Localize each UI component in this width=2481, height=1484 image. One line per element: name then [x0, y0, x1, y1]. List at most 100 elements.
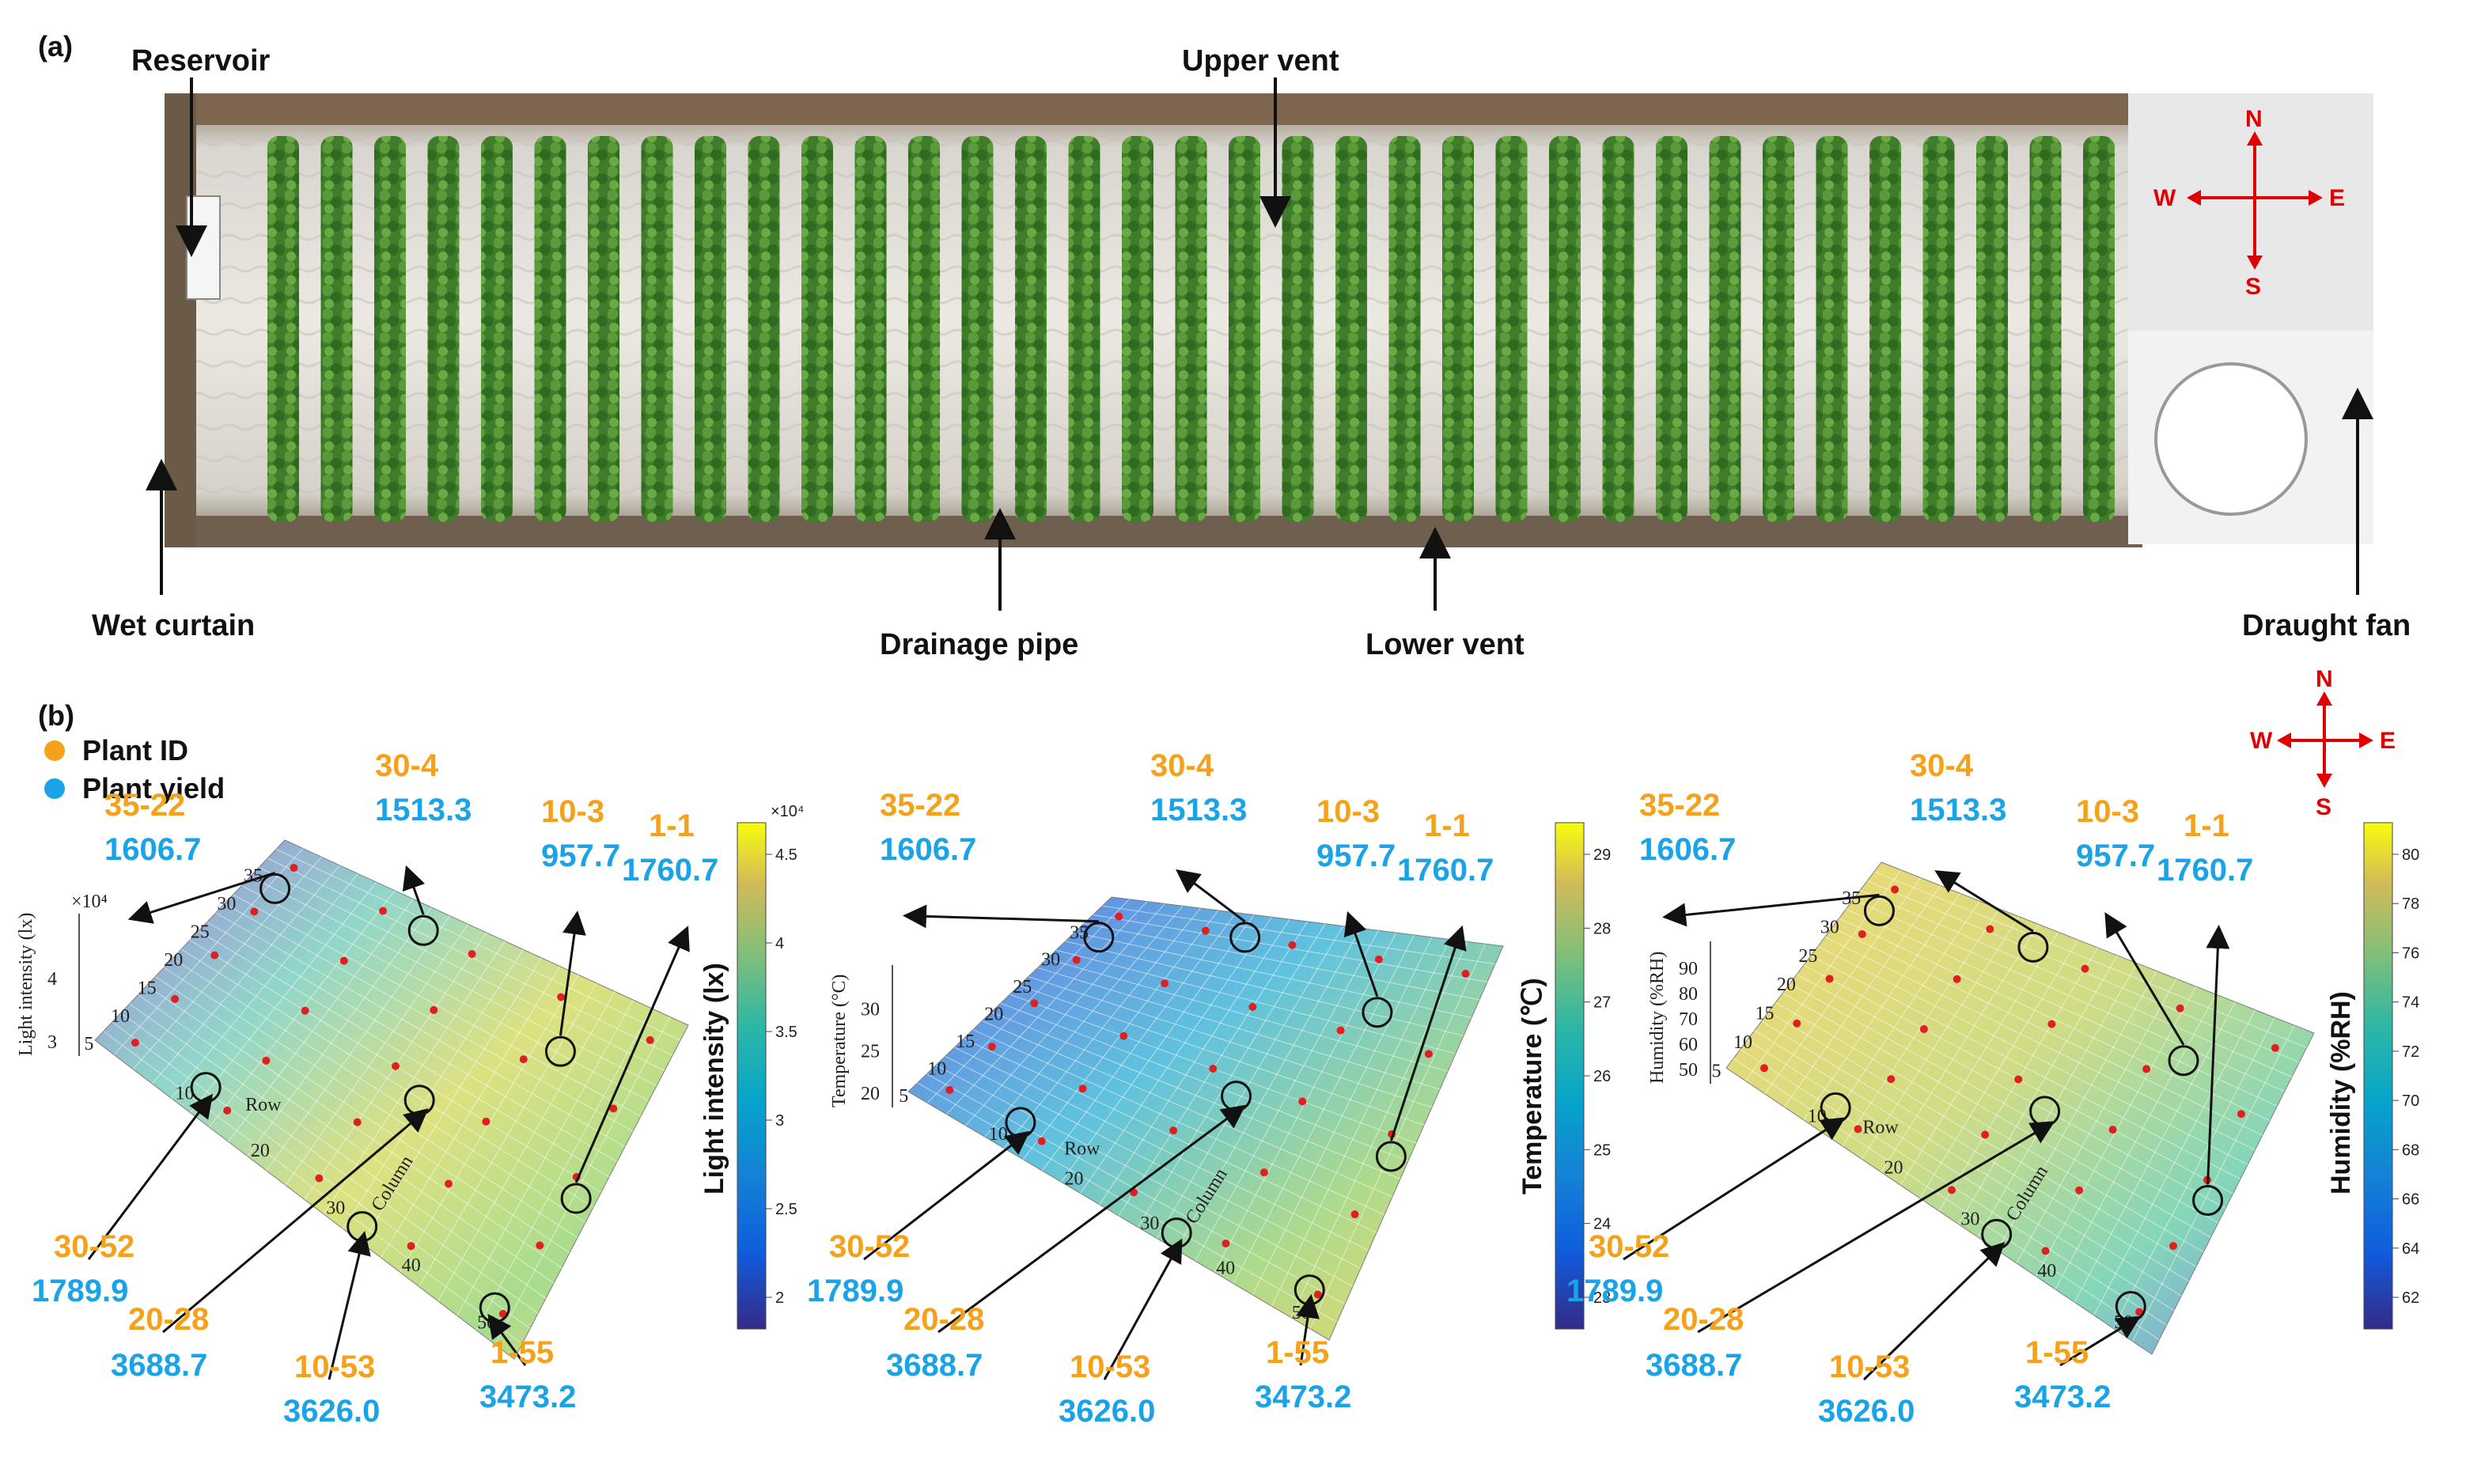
- sample-point: [2142, 1065, 2151, 1073]
- row-tick: 10: [1733, 1032, 1752, 1053]
- plant-highlight-circle: [407, 914, 439, 946]
- row-tick: 20: [984, 1005, 1003, 1025]
- plant-yield-label: 3473.2: [479, 1380, 577, 1414]
- plant-highlight-circle: [1362, 997, 1393, 1028]
- plant-yield-label: 1513.3: [1910, 793, 2007, 827]
- mesh-line: [1768, 1011, 2197, 1267]
- plant-callout-arrow: [937, 1104, 1246, 1334]
- row-tick: 30: [1820, 917, 1839, 937]
- sample-point: [392, 1062, 400, 1070]
- mesh-line: [1309, 943, 1486, 1329]
- sample-point: [536, 1241, 544, 1250]
- sample-point: [2237, 1110, 2245, 1119]
- surface-plot-2: 35302520151051020304050RowColumn202530Te…: [829, 822, 1611, 1380]
- colorbar-tick: 62: [2402, 1289, 2419, 1307]
- column-tick: 30: [1140, 1213, 1159, 1234]
- plant-yield-label: 3688.7: [1646, 1348, 1743, 1383]
- colorbar-exponent: ×10⁴: [771, 803, 805, 820]
- plant-highlight-circle: [560, 1183, 592, 1214]
- row-tick: 30: [1041, 950, 1060, 971]
- sample-point: [2169, 1242, 2178, 1251]
- mesh-line: [155, 976, 570, 1254]
- colorbar-tick: 26: [1593, 1068, 1611, 1085]
- row-tick: 5: [899, 1086, 908, 1107]
- plant-callout-arrow: [1662, 893, 1880, 927]
- sample-point: [1825, 975, 1834, 983]
- upper-vent-label: Upper vent: [1182, 44, 1339, 78]
- sample-point: [1201, 926, 1210, 935]
- colorbar-tick: 29: [1593, 846, 1611, 864]
- z-tick: 3: [47, 1032, 57, 1053]
- colorbar-tick: 2.5: [775, 1201, 797, 1218]
- plant-yield-label: 1760.7: [1397, 853, 1494, 888]
- sample-point: [2047, 1020, 2056, 1028]
- plant-row: [1015, 136, 1047, 522]
- plant-row: [374, 136, 406, 522]
- plant-highlight-circle: [2192, 1184, 2224, 1216]
- plant-highlight-circle: [2017, 931, 2049, 963]
- plant-yield-label: 1606.7: [1639, 832, 1737, 867]
- sample-point: [482, 1117, 491, 1126]
- sample-point: [1037, 1137, 1046, 1145]
- mesh-line: [1789, 983, 2219, 1224]
- mesh-line: [1137, 923, 1326, 1228]
- row-tick: 15: [1755, 1004, 1774, 1024]
- plant-yield-label: 957.7: [541, 839, 621, 873]
- plant-row: [267, 136, 299, 522]
- column-tick: 40: [2037, 1261, 2056, 1281]
- mesh-line: [146, 985, 562, 1269]
- z-tick: 25: [861, 1042, 880, 1062]
- plant-row: [534, 136, 566, 522]
- sample-point: [468, 950, 476, 958]
- column-tick: 40: [1216, 1259, 1235, 1279]
- column-tick: 20: [251, 1141, 270, 1161]
- mesh-line: [380, 966, 561, 1259]
- mesh-line: [991, 1011, 1401, 1179]
- sample-point: [1760, 1064, 1769, 1073]
- colorbar-title: Light intensity (lx): [699, 963, 729, 1194]
- legend-plant-id-text: Plant ID: [82, 734, 189, 767]
- plant-highlight-circle: [1083, 922, 1115, 953]
- plant-callout-arrow: [1389, 925, 1467, 1141]
- compass-b-e: E: [2380, 728, 2396, 754]
- plant-id-label: 30-52: [1589, 1229, 1670, 1264]
- mesh-line: [1958, 955, 2118, 1225]
- plant-yield-label: 1606.7: [880, 832, 977, 867]
- plant-row: [1335, 136, 1367, 522]
- colorbar-tick: 74: [2402, 994, 2419, 1012]
- plant-id-label: 10-3: [1316, 794, 1381, 829]
- plant-row: [1709, 136, 1741, 522]
- plant-row: [1229, 136, 1260, 522]
- compass-b: N S W E: [2250, 666, 2396, 820]
- colorbar: [2363, 822, 2393, 1330]
- sample-point: [339, 956, 348, 965]
- surface-plot-3: 35302520151051020304050RowColumn50607080…: [1623, 822, 2419, 1381]
- sample-point: [445, 1179, 453, 1188]
- sample-point: [250, 907, 259, 916]
- colorbar-tick: 23: [1593, 1289, 1611, 1307]
- mesh-line: [342, 949, 524, 1229]
- z-tick: 70: [1679, 1009, 1698, 1030]
- sample-point: [1259, 1168, 1268, 1177]
- z-tick: 60: [1679, 1035, 1698, 1055]
- draught-fan-label: Draught fan: [2242, 609, 2411, 642]
- sample-point: [1981, 1130, 1990, 1139]
- plant-yield-label: 3473.2: [2014, 1380, 2112, 1414]
- row-tick: 5: [1712, 1061, 1722, 1081]
- mesh-line: [129, 1003, 547, 1299]
- mesh-line: [972, 1029, 1385, 1216]
- plant-callout-arrow: [1623, 1117, 1846, 1261]
- plant-row: [1976, 136, 2008, 522]
- mesh-line: [494, 1016, 671, 1345]
- compass-a: N S W E: [2153, 106, 2345, 300]
- plant-id-label: 1-1: [2184, 808, 2229, 843]
- surface: [907, 896, 1504, 1341]
- colorbar-title: Humidity (%RH): [2326, 991, 2356, 1194]
- plant-yield-label: 957.7: [1316, 839, 1396, 873]
- sample-point: [1887, 1075, 1896, 1084]
- plant-yield-label: 1513.3: [1150, 793, 1248, 827]
- plant-callout-arrow: [863, 1130, 1030, 1261]
- sample-point: [1161, 979, 1169, 988]
- sample-point: [1986, 925, 1994, 933]
